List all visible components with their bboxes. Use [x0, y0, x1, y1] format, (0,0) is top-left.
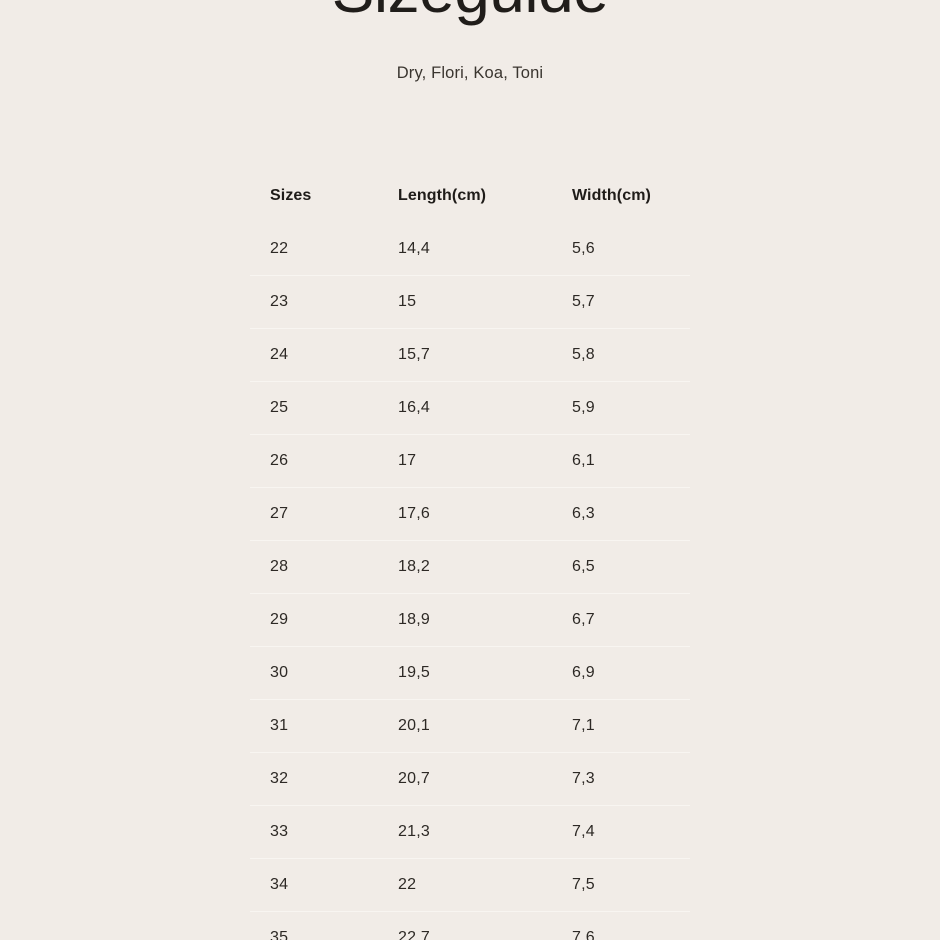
cell-length: 17	[398, 452, 417, 469]
cell-width: 6,7	[572, 611, 595, 628]
cell-width: 5,7	[572, 293, 595, 310]
cell-size: 22	[270, 239, 289, 257]
cell-width: 7,5	[572, 876, 595, 893]
cell-length: 22,7	[398, 929, 430, 940]
cell-width: 7,4	[572, 823, 595, 840]
column-header-width: Width(cm)	[572, 187, 651, 204]
cell-length: 20,1	[398, 717, 430, 734]
table-row: 26 17 6,1	[250, 434, 690, 487]
cell-size: 27	[270, 505, 289, 522]
sizeguide-table: Sizes Length(cm) Width(cm) 22 14,4 5,6 23 15…	[250, 170, 690, 940]
cell-size: 23	[270, 293, 289, 310]
cell-width: 6,1	[572, 452, 595, 469]
table-row: 27 17,6 6,3	[250, 487, 690, 540]
cell-length: 17,6	[398, 505, 430, 522]
table-row: 35 22,7 7,6	[250, 911, 690, 940]
cell-size: 31	[270, 717, 289, 734]
table-row: 34 22 7,5	[250, 858, 690, 911]
cell-length: 21,3	[398, 823, 430, 840]
cell-width: 5,8	[572, 346, 595, 363]
cell-size: 34	[270, 876, 289, 893]
table-row: 32 20,7 7,3	[250, 752, 690, 805]
page-title: Sizeguide	[0, 0, 940, 28]
cell-length: 16,4	[398, 399, 430, 416]
page-title-clip: Sizeguide	[0, 0, 940, 30]
table-header-row: Sizes Length(cm) Width(cm)	[250, 170, 690, 222]
cell-length: 20,7	[398, 770, 430, 787]
cell-width: 5,9	[572, 399, 595, 416]
column-header-sizes: Sizes	[270, 187, 312, 204]
cell-size: 30	[270, 664, 289, 681]
table-row: 23 15 5,7	[250, 275, 690, 328]
page-header: Sizeguide Dry, Flori, Koa, Toni	[0, 0, 940, 83]
table-body: 22 14,4 5,6 23 15 5,7 24 15,7 5,8 25 16,4 5,9 26 17 6,…	[250, 222, 690, 940]
cell-length: 18,2	[398, 558, 430, 575]
page-subtitle: Dry, Flori, Koa, Toni	[396, 64, 544, 82]
table-row: 24 15,7 5,8	[250, 328, 690, 381]
cell-length: 19,5	[398, 664, 430, 681]
table-row: 28 18,2 6,5	[250, 540, 690, 593]
cell-size: 28	[270, 558, 289, 575]
cell-width: 7,6	[572, 929, 595, 940]
cell-size: 35	[270, 929, 289, 940]
cell-length: 22	[398, 876, 417, 893]
cell-width: 7,1	[572, 717, 595, 734]
cell-width: 6,5	[572, 558, 595, 575]
cell-length: 14,4	[398, 239, 430, 257]
cell-length: 15,7	[398, 346, 430, 363]
cell-width: 6,3	[572, 505, 595, 522]
cell-width: 5,6	[572, 239, 595, 257]
cell-size: 25	[270, 399, 289, 416]
cell-size: 32	[270, 770, 289, 787]
cell-size: 29	[270, 611, 289, 628]
table-row: 25 16,4 5,9	[250, 381, 690, 434]
cell-width: 7,3	[572, 770, 595, 787]
table-row: 30 19,5 6,9	[250, 646, 690, 699]
cell-width: 6,9	[572, 664, 595, 681]
cell-length: 15	[398, 293, 417, 310]
cell-size: 26	[270, 452, 289, 469]
table-row: 22 14,4 5,6	[250, 222, 690, 275]
cell-length: 18,9	[398, 611, 430, 628]
table-row: 33 21,3 7,4	[250, 805, 690, 858]
table-row: 29 18,9 6,7	[250, 593, 690, 646]
column-header-length: Length(cm)	[398, 187, 487, 204]
cell-size: 24	[270, 346, 289, 363]
cell-size: 33	[270, 823, 289, 840]
table-row: 31 20,1 7,1	[250, 699, 690, 752]
